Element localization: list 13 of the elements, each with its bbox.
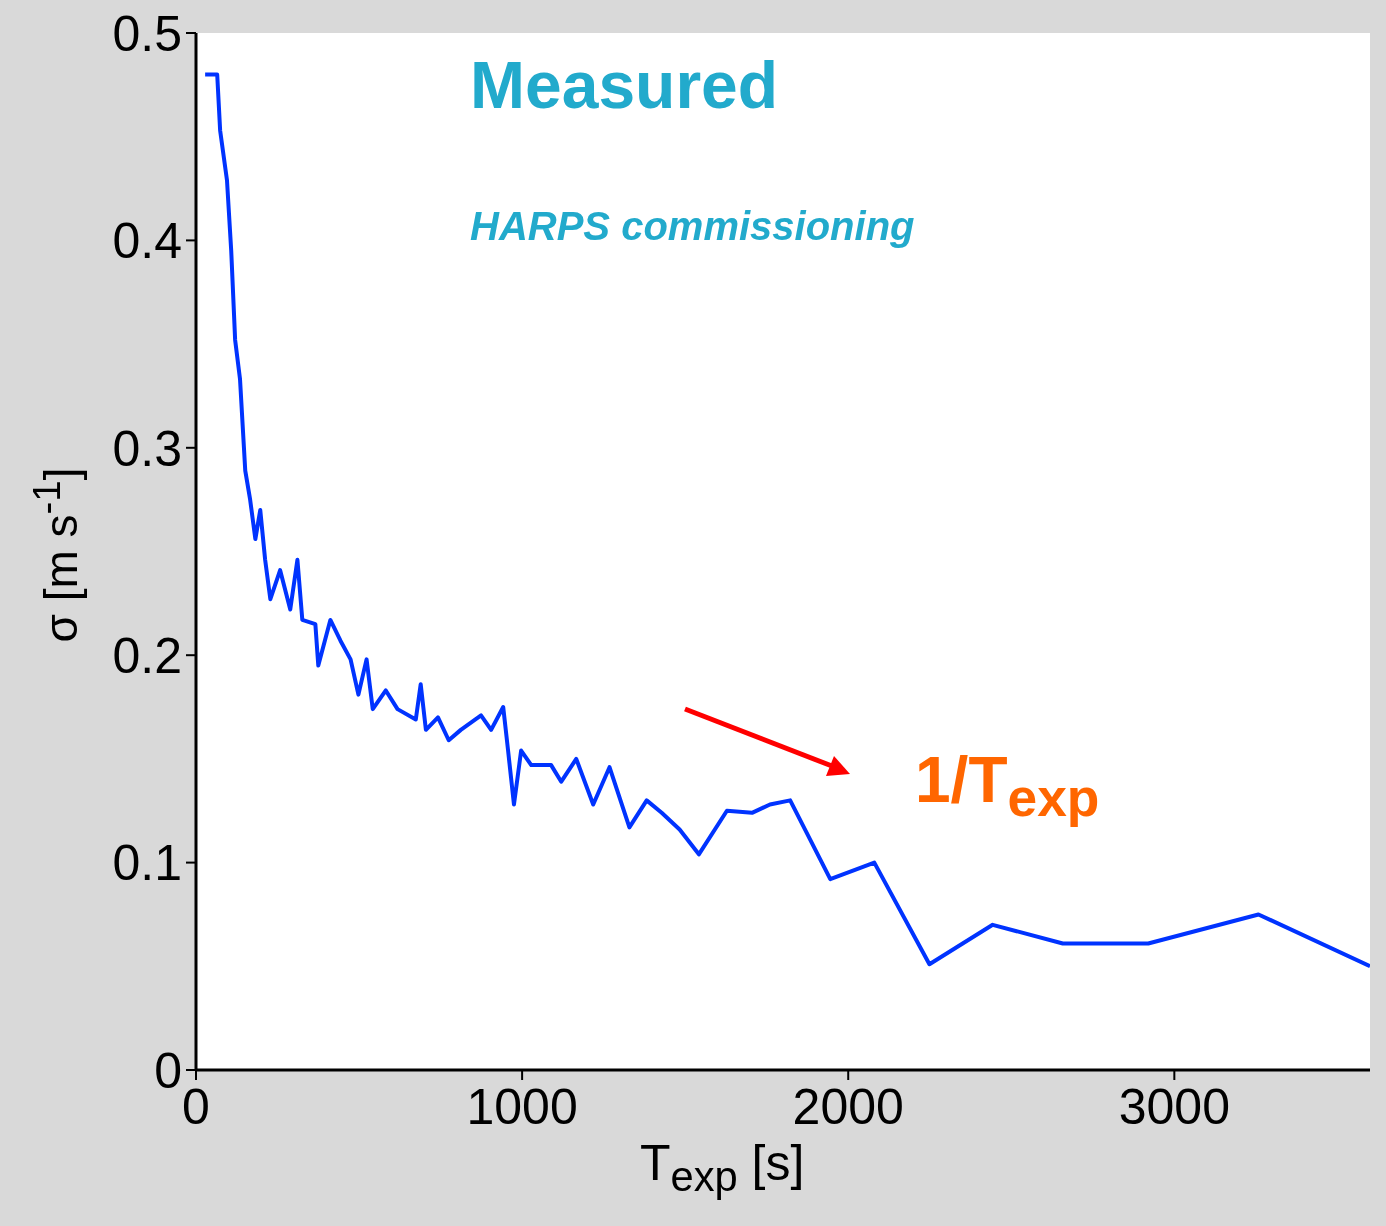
y-tick-label: 0.4 xyxy=(112,213,182,270)
y-tick-label: 0 xyxy=(154,1042,182,1099)
x-tick-label: 2000 xyxy=(792,1078,904,1135)
annotation: 1/T$_{exp}$ xyxy=(915,744,1100,827)
x-tick-label: 1000 xyxy=(466,1078,578,1135)
y-tick-label: 0.2 xyxy=(112,627,182,684)
x-axis-title: T$_{exp}$ [s] xyxy=(640,1135,805,1200)
y-tick-label: 0.3 xyxy=(112,420,182,477)
y-tick-label: 0.1 xyxy=(112,835,182,892)
chart-title: Measured xyxy=(470,48,779,122)
text: HARPS commissioning xyxy=(470,204,915,248)
x-tick-label: 3000 xyxy=(1118,1078,1230,1135)
y-tick-label: 0.5 xyxy=(112,5,182,62)
